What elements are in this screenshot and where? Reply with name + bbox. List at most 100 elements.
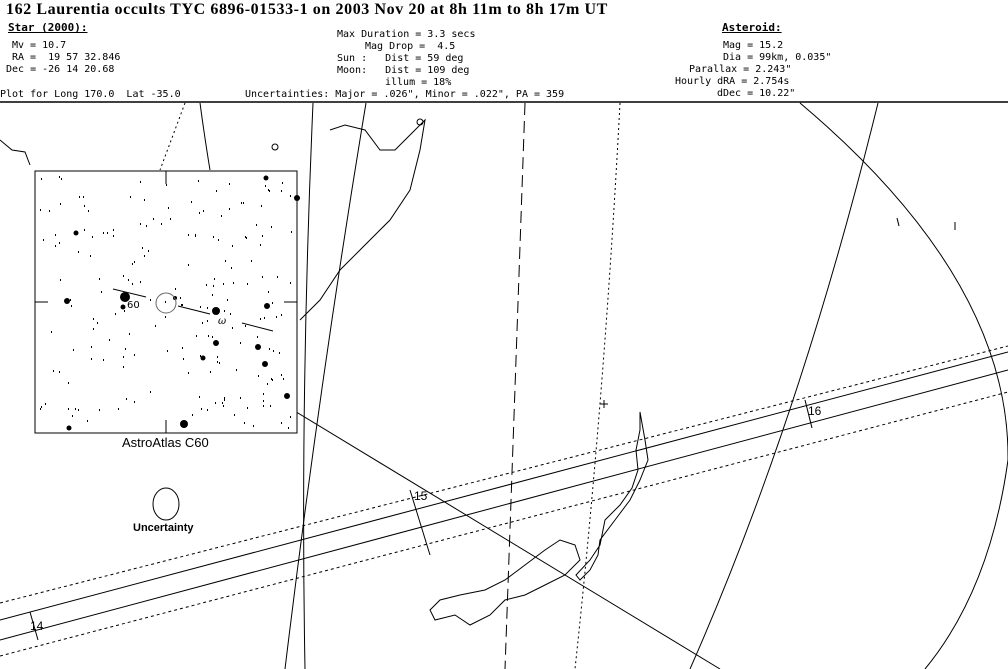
faint-star	[115, 313, 116, 315]
asteroid-track	[177, 305, 211, 315]
faint-star	[282, 182, 283, 184]
faint-star	[192, 414, 193, 416]
faint-star	[165, 316, 166, 318]
faint-star	[260, 244, 261, 246]
faint-star	[150, 299, 151, 301]
grid-lines	[159, 102, 1008, 669]
island	[271, 143, 279, 151]
mag-drop: Mag Drop = 4.5	[365, 41, 456, 52]
uncertainty-ellipse	[152, 487, 180, 521]
faint-star	[113, 229, 114, 231]
occultation-path	[0, 345, 1008, 657]
coastline-new-zealand-north	[575, 411, 649, 581]
asteroid-track	[241, 322, 274, 332]
faint-star	[91, 358, 92, 360]
star-label-60: 60	[127, 300, 140, 311]
faint-star	[206, 284, 207, 286]
faint-star	[59, 242, 60, 244]
bright-star	[66, 425, 72, 431]
faint-star	[41, 178, 42, 180]
faint-star	[277, 276, 278, 278]
faint-star	[125, 348, 126, 350]
faint-star	[68, 408, 69, 410]
faint-star	[219, 362, 220, 364]
sun-distance: Sun : Dist = 59 deg	[337, 53, 464, 64]
faint-star	[207, 320, 208, 322]
faint-star	[142, 247, 143, 249]
faint-star	[207, 409, 208, 411]
faint-star	[203, 210, 204, 212]
faint-star	[78, 409, 79, 411]
island	[416, 118, 424, 126]
faint-star	[247, 407, 248, 409]
faint-star	[263, 400, 264, 402]
horizon-arc	[799, 102, 1008, 669]
faint-star	[199, 396, 200, 398]
star-mv: Mv = 10.7	[12, 40, 67, 51]
faint-star	[232, 327, 233, 329]
meridian-line	[199, 102, 211, 171]
faint-star	[272, 379, 273, 381]
faint-star	[246, 237, 247, 239]
asteroid-heading: Asteroid:	[722, 21, 782, 34]
faint-star	[84, 205, 85, 207]
faint-star	[213, 236, 214, 238]
faint-star	[68, 382, 69, 384]
faint-star	[87, 420, 88, 422]
faint-star	[247, 283, 248, 285]
faint-star	[223, 283, 224, 285]
faint-star	[229, 183, 230, 185]
uncertainties: Uncertainties: Major = .026", Minor = .0…	[245, 89, 565, 100]
faint-star	[261, 205, 262, 207]
faint-star	[290, 282, 291, 284]
faint-star	[200, 306, 201, 308]
faint-star	[208, 335, 209, 337]
faint-star	[270, 405, 271, 407]
faint-star	[130, 196, 131, 198]
faint-star	[273, 350, 274, 352]
faint-star	[227, 299, 228, 301]
faint-star	[230, 313, 231, 315]
faint-star	[222, 402, 223, 404]
bright-star	[255, 344, 261, 350]
bright-star	[284, 393, 290, 399]
faint-star	[72, 415, 73, 417]
asteroid-parallax: Parallax = 2.243"	[689, 64, 792, 75]
faint-star	[155, 325, 156, 327]
faint-star	[224, 310, 225, 312]
faint-star	[79, 196, 80, 198]
faint-star	[109, 339, 110, 341]
faint-star	[263, 405, 264, 407]
faint-star	[134, 401, 135, 403]
faint-star	[73, 349, 74, 351]
target-star-circle	[155, 292, 177, 314]
coastlines	[0, 118, 956, 626]
faint-star	[140, 181, 141, 183]
faint-star	[43, 239, 44, 241]
faint-star	[256, 224, 257, 226]
time-label-14: 14	[30, 619, 44, 633]
faint-star	[101, 291, 102, 293]
faint-star	[188, 372, 189, 374]
faint-star	[107, 232, 108, 234]
bright-star	[64, 298, 70, 304]
bright-star	[212, 307, 220, 315]
bright-star	[294, 195, 300, 201]
faint-star	[140, 223, 141, 225]
coastline-australia	[0, 139, 31, 166]
time-label-15: 15	[414, 489, 428, 503]
faint-star	[288, 427, 289, 429]
faint-star	[210, 371, 211, 373]
moon-illumination: illum = 18%	[385, 77, 452, 88]
faint-star	[40, 408, 41, 410]
faint-star	[267, 383, 268, 385]
faint-star	[281, 190, 282, 192]
coastline-new-zealand-south	[429, 539, 581, 626]
faint-star	[271, 378, 272, 380]
faint-star	[291, 231, 292, 233]
faint-star	[233, 282, 234, 284]
faint-star	[271, 226, 272, 228]
faint-star	[218, 239, 219, 241]
star-dec: Dec = -26 14 20.68	[6, 64, 115, 75]
max-duration: Max Duration = 3.3 secs	[337, 29, 476, 40]
